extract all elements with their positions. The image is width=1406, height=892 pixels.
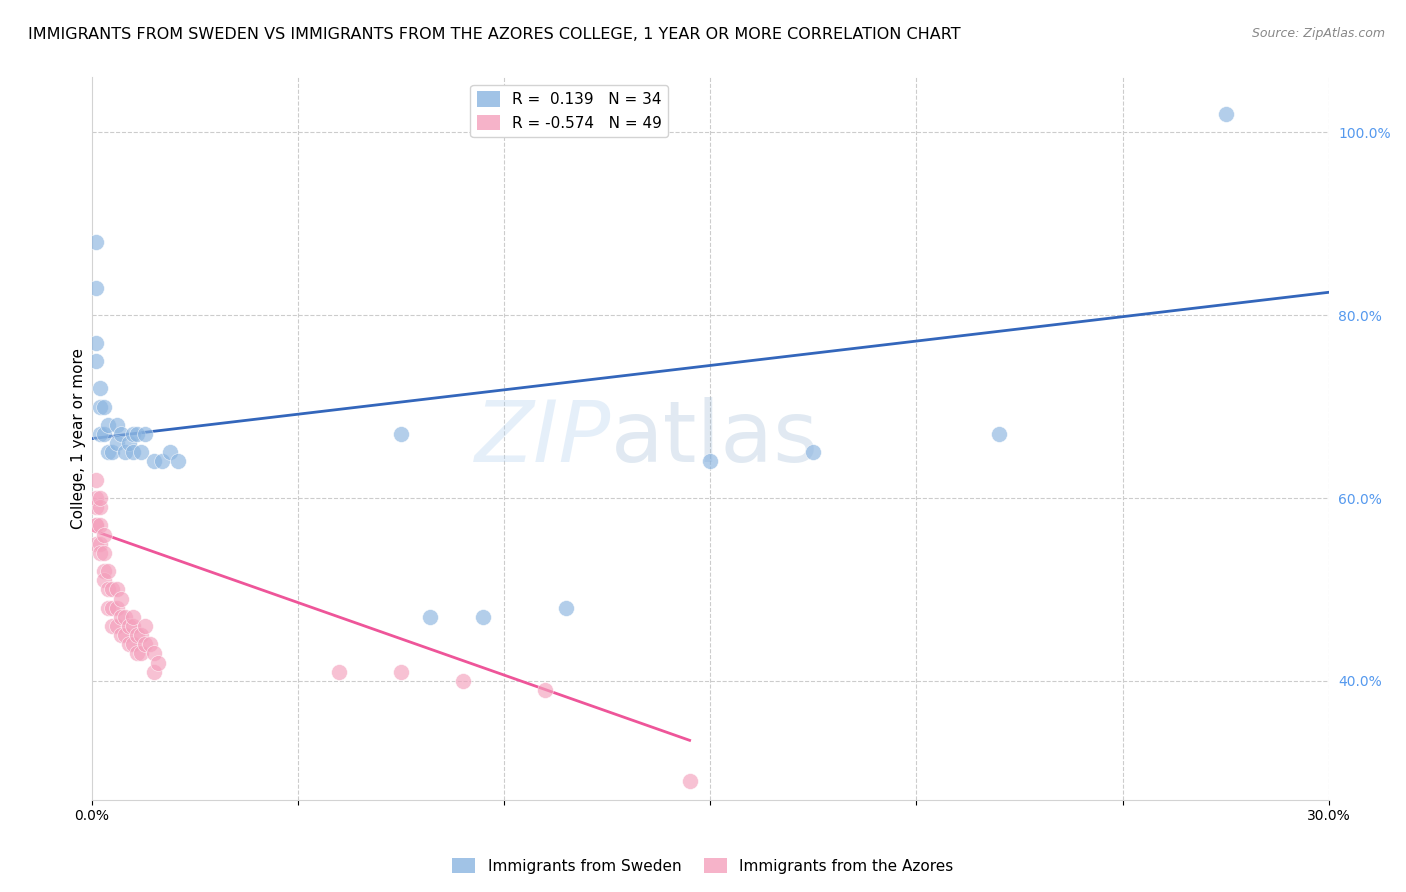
Point: [93, 564, 115, 578]
Point: [84, 281, 107, 295]
Point: [101, 445, 124, 459]
Point: [84, 537, 107, 551]
Point: [534, 683, 557, 698]
Point: [138, 637, 160, 651]
Point: [142, 647, 165, 661]
Y-axis label: College, 1 year or more: College, 1 year or more: [72, 348, 86, 529]
Point: [472, 610, 495, 624]
Point: [987, 427, 1010, 442]
Point: [84, 491, 107, 505]
Point: [159, 445, 181, 459]
Text: ZIP: ZIP: [475, 397, 612, 480]
Point: [134, 619, 156, 633]
Point: [110, 610, 132, 624]
Point: [84, 473, 107, 487]
Point: [419, 610, 441, 624]
Point: [122, 445, 145, 459]
Point: [114, 628, 136, 642]
Point: [801, 445, 824, 459]
Point: [89, 400, 111, 414]
Point: [118, 436, 141, 450]
Point: [389, 665, 412, 679]
Point: [97, 417, 120, 432]
Point: [114, 610, 136, 624]
Point: [122, 610, 145, 624]
Point: [118, 637, 141, 651]
Point: [93, 527, 115, 541]
Point: [93, 574, 115, 588]
Point: [110, 628, 132, 642]
Point: [328, 665, 350, 679]
Point: [110, 427, 132, 442]
Point: [114, 445, 136, 459]
Point: [129, 445, 152, 459]
Point: [389, 427, 412, 442]
Point: [101, 619, 124, 633]
Point: [122, 427, 145, 442]
Point: [129, 647, 152, 661]
Point: [84, 500, 107, 515]
Point: [89, 427, 111, 442]
Point: [97, 600, 120, 615]
Point: [555, 600, 578, 615]
Point: [101, 582, 124, 597]
Point: [89, 381, 111, 395]
Point: [127, 628, 149, 642]
Point: [129, 628, 152, 642]
Point: [97, 564, 120, 578]
Point: [101, 600, 124, 615]
Point: [105, 417, 128, 432]
Point: [146, 656, 169, 670]
Point: [134, 427, 156, 442]
Point: [142, 665, 165, 679]
Point: [134, 637, 156, 651]
Point: [678, 774, 700, 789]
Point: [122, 619, 145, 633]
Text: atlas: atlas: [612, 397, 820, 480]
Point: [118, 619, 141, 633]
Point: [93, 400, 115, 414]
Point: [451, 673, 474, 688]
Point: [84, 354, 107, 368]
Point: [84, 518, 107, 533]
Point: [122, 637, 145, 651]
Point: [110, 591, 132, 606]
Point: [127, 427, 149, 442]
Point: [105, 582, 128, 597]
Point: [127, 647, 149, 661]
Point: [84, 518, 107, 533]
Text: Source: ZipAtlas.com: Source: ZipAtlas.com: [1251, 27, 1385, 40]
Point: [89, 500, 111, 515]
Point: [93, 546, 115, 560]
Point: [89, 491, 111, 505]
Point: [150, 454, 173, 468]
Point: [97, 582, 120, 597]
Point: [97, 445, 120, 459]
Text: IMMIGRANTS FROM SWEDEN VS IMMIGRANTS FROM THE AZORES COLLEGE, 1 YEAR OR MORE COR: IMMIGRANTS FROM SWEDEN VS IMMIGRANTS FRO…: [28, 27, 960, 42]
Legend: Immigrants from Sweden, Immigrants from the Azores: Immigrants from Sweden, Immigrants from …: [446, 852, 960, 880]
Point: [142, 454, 165, 468]
Point: [105, 600, 128, 615]
Legend: R =  0.139   N = 34, R = -0.574   N = 49: R = 0.139 N = 34, R = -0.574 N = 49: [471, 85, 668, 136]
Point: [699, 454, 721, 468]
Point: [1215, 107, 1237, 121]
Point: [89, 546, 111, 560]
Point: [167, 454, 190, 468]
Point: [89, 518, 111, 533]
Point: [89, 537, 111, 551]
Point: [84, 335, 107, 350]
Point: [105, 436, 128, 450]
Point: [105, 619, 128, 633]
Point: [84, 235, 107, 249]
Point: [93, 427, 115, 442]
